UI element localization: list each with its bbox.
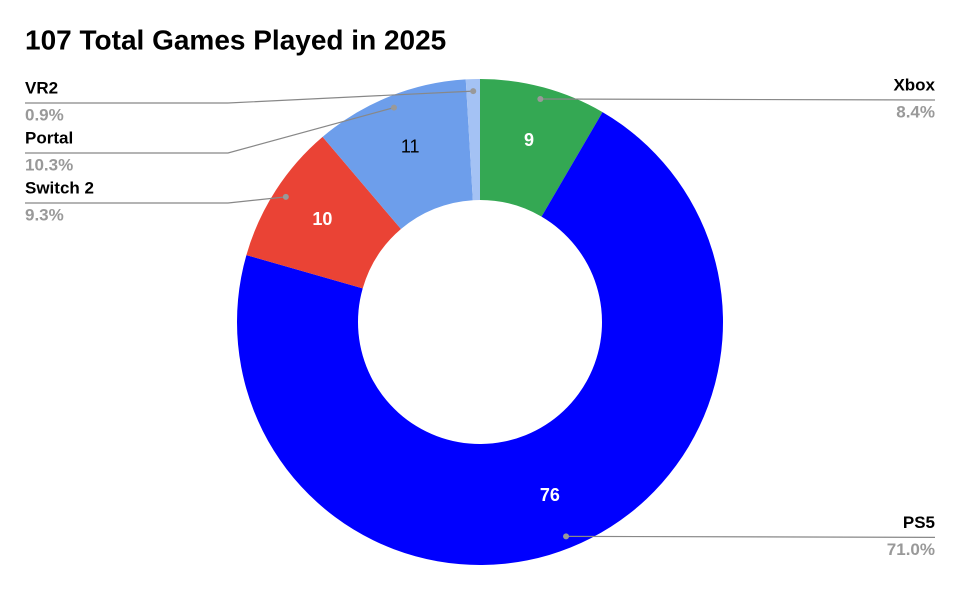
percent-label: 71.0% — [887, 540, 935, 559]
leader-dot — [537, 96, 544, 103]
leader-dot — [563, 533, 570, 540]
legend-label: VR2 — [25, 78, 58, 97]
donut-slice — [236, 112, 723, 566]
data-label: 76 — [540, 485, 560, 505]
leader-dot — [282, 193, 289, 200]
leader-line — [25, 107, 395, 154]
data-label: 11 — [401, 137, 420, 157]
chart-title: 107 Total Games Played in 2025 — [25, 24, 446, 55]
percent-label: 10.3% — [25, 155, 73, 174]
leader-line — [540, 98, 936, 101]
legend-label: PS5 — [903, 513, 935, 532]
leader-dot — [390, 104, 397, 111]
legend-label: Switch 2 — [25, 178, 94, 197]
legend-label: Xbox — [893, 76, 935, 95]
leader-line — [566, 535, 936, 538]
donut-slice — [480, 79, 603, 217]
donut-slice — [246, 136, 401, 289]
percent-label: 8.4% — [896, 103, 935, 122]
leader-line — [25, 196, 286, 204]
data-label: 9 — [524, 130, 534, 150]
leader-dot — [470, 88, 477, 95]
legend-label: Portal — [25, 128, 73, 147]
data-label: 10 — [312, 209, 332, 229]
percent-label: 0.9% — [25, 105, 64, 124]
percent-label: 9.3% — [25, 205, 64, 224]
donut-slice — [465, 79, 480, 201]
leader-line — [25, 90, 474, 104]
